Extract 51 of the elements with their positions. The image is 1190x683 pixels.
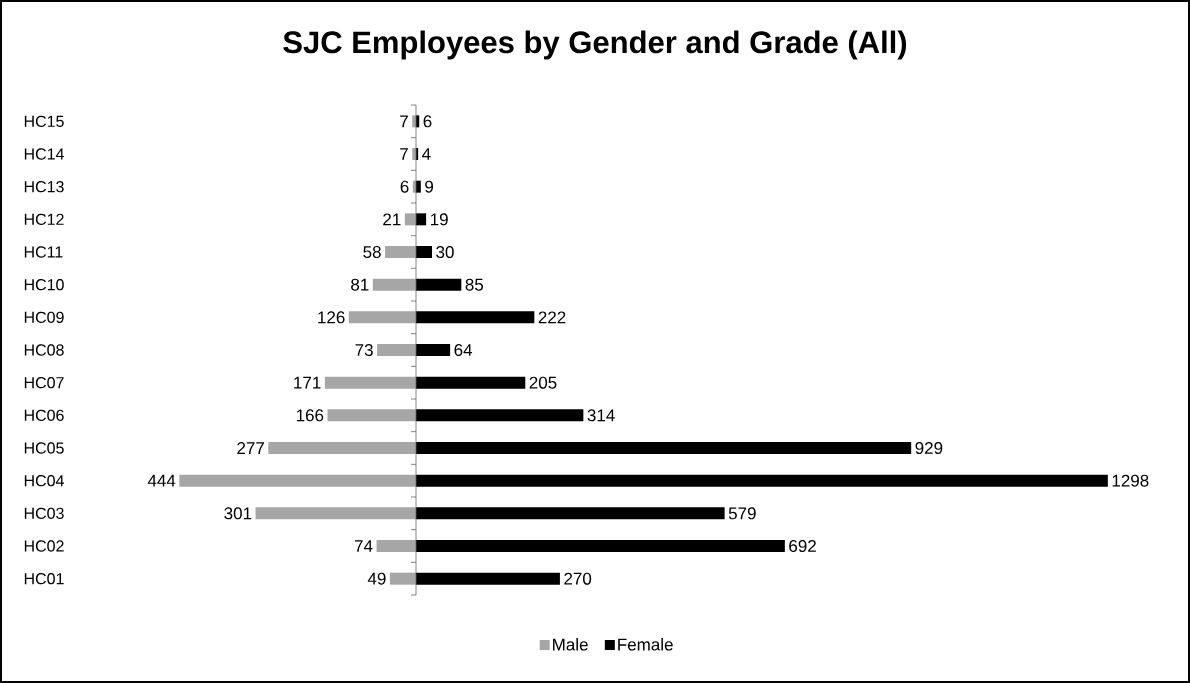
data-label: 205 xyxy=(529,376,557,389)
y-tick-label: HC02 xyxy=(24,540,64,552)
data-label: 58 xyxy=(363,245,381,259)
data-label: 301 xyxy=(224,507,252,520)
data-label: 277 xyxy=(237,442,264,454)
data-label: 81 xyxy=(351,278,369,291)
y-tick-label: HC12 xyxy=(24,213,64,225)
bar xyxy=(268,442,416,454)
data-label: 222 xyxy=(538,311,566,324)
data-label: 6 xyxy=(400,180,409,193)
text: SJC Employees by Gender and Grade (All) xyxy=(283,30,907,60)
data-label: 171 xyxy=(294,376,321,389)
y-tick-label: HC10 xyxy=(24,279,64,291)
y-tick-label: HC08 xyxy=(24,344,64,356)
bar xyxy=(389,572,416,585)
data-label: 30 xyxy=(436,245,454,259)
bar xyxy=(376,540,416,553)
y-tick-label: HC06 xyxy=(24,409,64,421)
data-label: 4 xyxy=(422,148,431,160)
y-tick-label: HC14 xyxy=(24,148,64,160)
data-label: 7 xyxy=(400,148,408,160)
data-label: 270 xyxy=(564,572,592,585)
data-label: 9 xyxy=(425,180,433,193)
y-tick-label: HC15 xyxy=(24,115,64,127)
data-label: 49 xyxy=(367,572,386,585)
data-label: 7 xyxy=(400,115,408,128)
y-tick-label: HC04 xyxy=(24,475,64,487)
y-tick-label: HC09 xyxy=(24,311,64,323)
data-label: 166 xyxy=(296,409,324,422)
data-label: 6 xyxy=(423,115,432,128)
data-label: 1298 xyxy=(1112,474,1149,487)
y-tick-label: HC05 xyxy=(24,442,64,454)
y-tick-label: HC13 xyxy=(24,181,64,193)
data-label: 85 xyxy=(465,278,484,291)
data-label: 579 xyxy=(728,507,756,520)
data-label: 74 xyxy=(354,540,373,552)
data-label: 314 xyxy=(587,409,615,422)
data-label: 19 xyxy=(430,213,448,226)
data-label: 64 xyxy=(454,343,473,357)
y-tick-label: HC01 xyxy=(24,573,64,585)
legend-label: Female xyxy=(618,638,673,651)
legend-label: Male xyxy=(553,638,588,651)
data-label: 73 xyxy=(355,343,373,357)
data-label: 126 xyxy=(318,311,345,324)
data-label: 692 xyxy=(789,539,816,553)
y-tick-label: HC07 xyxy=(24,377,64,389)
data-label: 21 xyxy=(383,213,401,226)
data-label: 929 xyxy=(915,441,943,455)
y-tick-label: HC11 xyxy=(24,246,63,258)
y-tick-label: HC03 xyxy=(24,507,64,519)
data-label: 444 xyxy=(147,474,176,487)
